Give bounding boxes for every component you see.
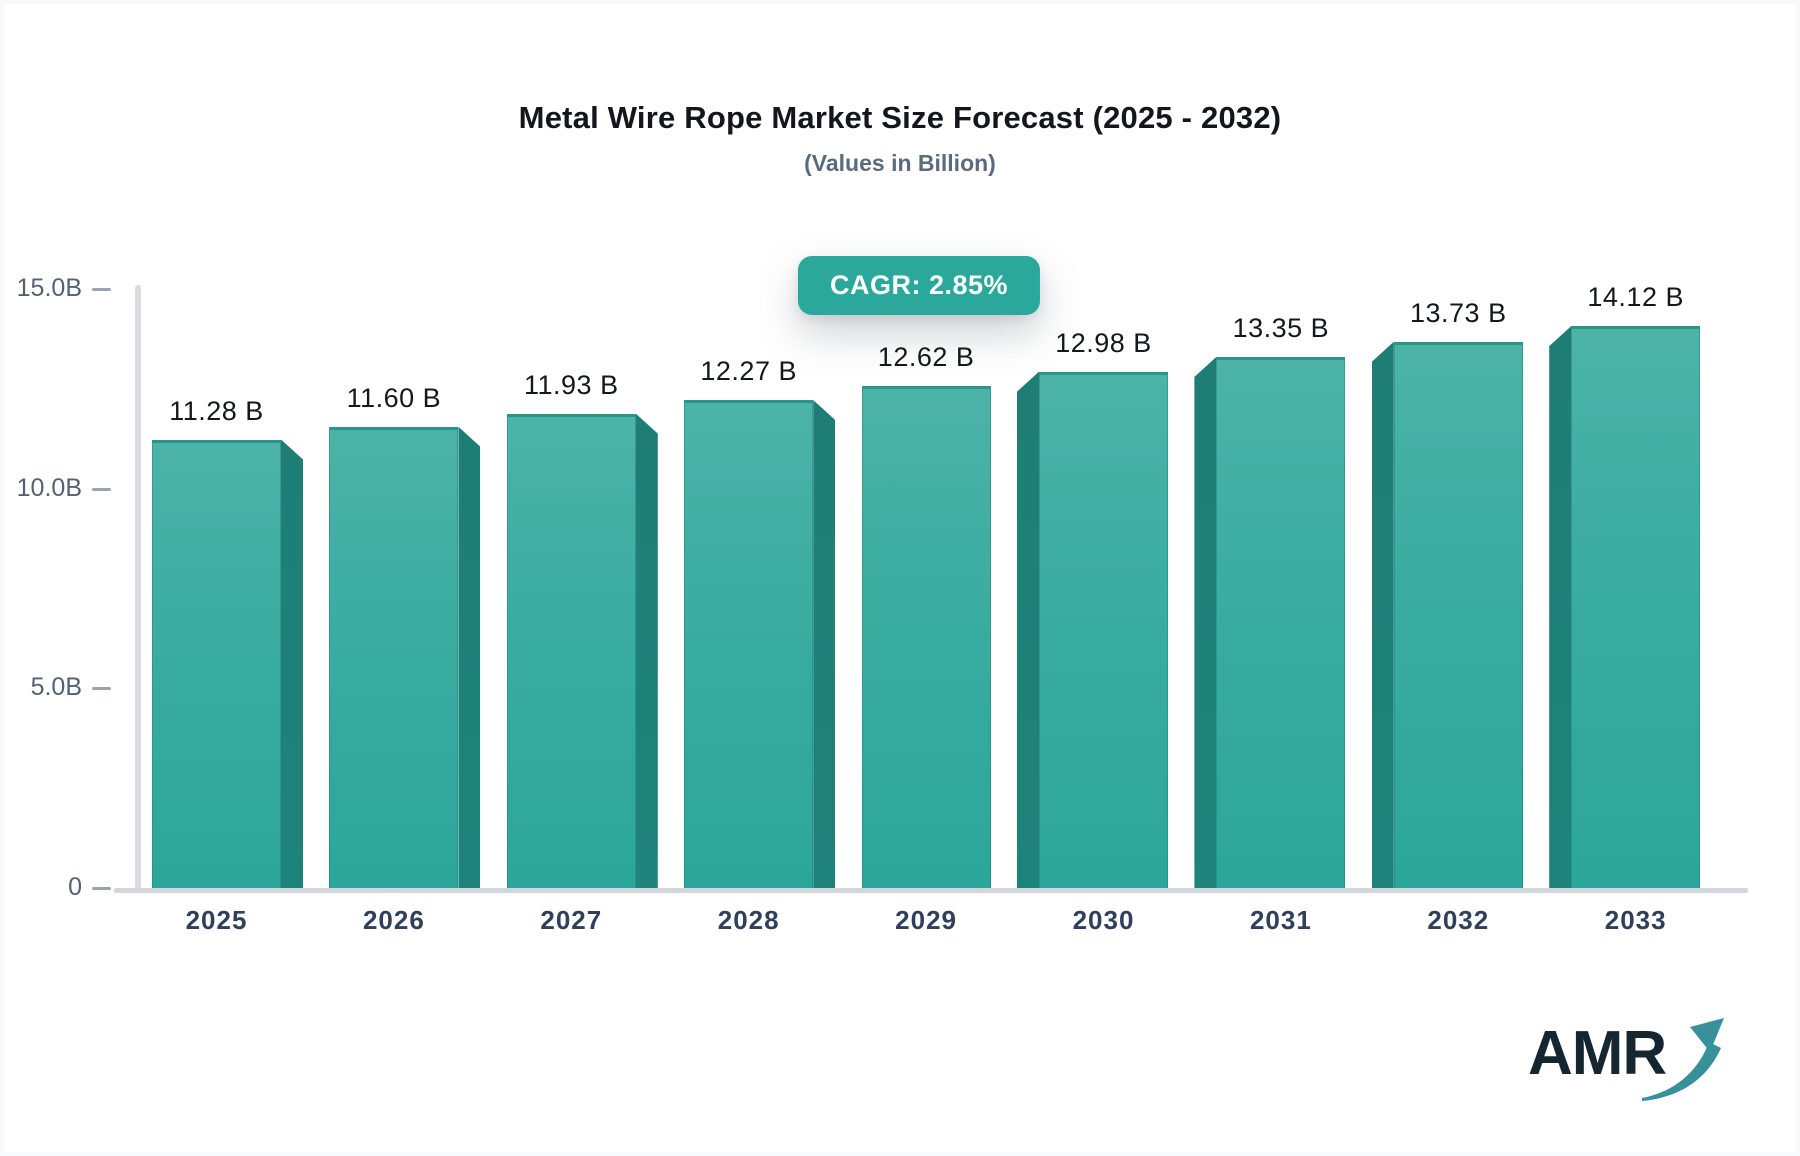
bar-chart: 15.0B 10.0B 5.0B 0 11.28 B 11.60 B 11.93 B 12.… [4,4,1796,1152]
bar-value-label: 12.98 B [1055,327,1152,358]
y-axis-tick [92,288,111,291]
x-axis-label-2033: 2033 [1604,905,1667,935]
bar-2030 [1039,371,1168,890]
bar-2028 [684,400,814,890]
bar-value-label: 13.73 B [1410,297,1507,328]
bar-side-face [1549,326,1572,890]
y-axis-tick [92,487,111,491]
x-axis-label-2030: 2030 [1072,905,1135,935]
bar-2026 [329,426,459,890]
y-axis-tick-label: 15.0B [16,274,82,302]
chart-title: Metal Wire Rope Market Size Forecast (20… [518,100,1282,135]
bar-2025 [152,439,281,890]
x-axis-label-2026: 2026 [362,905,425,935]
bar-side-face [1017,371,1039,890]
y-axis-line [135,285,141,892]
x-axis-label-2032: 2032 [1427,905,1490,935]
bar-2031 [1216,356,1346,890]
bar-side-face [281,439,303,890]
bar-2032 [1393,341,1523,890]
chart-page: Metal Wire Rope Market Size Forecast (20… [4,4,1796,1152]
bar-side-face [635,413,658,890]
bar-2033 [1571,326,1701,890]
growth-arrow-icon [1642,1018,1724,1101]
bar-value-label: 11.60 B [346,382,442,413]
y-axis-tick [92,887,111,890]
bar-side-face [813,400,836,890]
x-axis-label-2031: 2031 [1249,905,1312,935]
bar-value-label: 12.62 B [877,342,975,373]
bar-value-label: 11.93 B [524,369,619,400]
bar-value-label: 14.12 B [1587,282,1684,313]
bar-2027 [506,413,636,890]
bar-side-face [1371,341,1394,890]
amr-logo-text: AMR [1528,1019,1667,1088]
y-axis-tick-label: 5.0B [30,673,82,702]
bar-side-face [458,426,481,890]
y-axis-tick-label: 10.0B [16,473,82,502]
x-axis-label-2027: 2027 [540,905,603,935]
y-axis-tick-label: 0 [68,873,82,901]
chart-subtitle: (Values in Billion) [804,150,996,176]
bar-value-label: 12.27 B [700,356,797,387]
x-axis-line [114,888,1748,893]
bar-value-label: 13.35 B [1232,312,1330,343]
x-axis-label-2028: 2028 [717,905,780,935]
amr-logo: AMR [1528,1000,1724,1110]
cagr-badge: CAGR: 2.85% [797,256,1041,315]
y-axis-tick [92,687,111,691]
bar-2029 [861,386,991,890]
bar-value-label: 11.28 B [169,395,264,426]
x-axis-label-2025: 2025 [185,905,248,935]
bar-side-face [1194,356,1217,890]
x-axis-label-2029: 2029 [895,905,958,935]
